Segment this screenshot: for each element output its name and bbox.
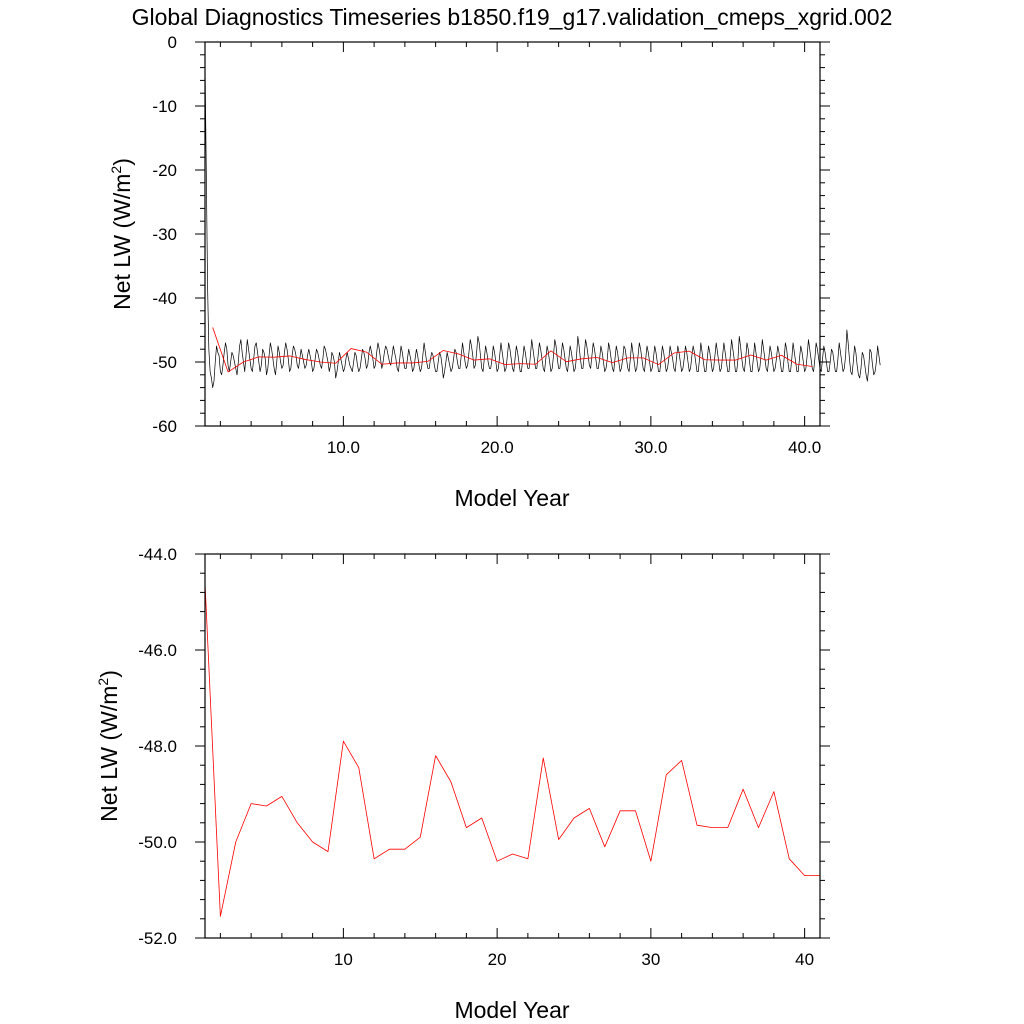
monthly-series-1-line bbox=[212, 327, 813, 373]
annual-y-tick-label: -50.0 bbox=[138, 833, 177, 852]
monthly-x-tick-label: 10.0 bbox=[327, 438, 360, 457]
monthly-axis-ticks: 10.0 20.0 30.0 40.0 0 -10 -20 -30 -40 -50 -60 bbox=[152, 33, 830, 457]
monthly-y-axis-label-main: Net LW (W/m bbox=[109, 174, 135, 310]
monthly-series-0-line bbox=[204, 61, 881, 388]
annual-timeseries-panel: 10 20 30 40 -44.0 -46.0 -48.0 -50.0 -52.0 Model … bbox=[95, 545, 830, 1023]
annual-x-tick-label: 10 bbox=[334, 950, 353, 969]
annual-axis-ticks: 10 20 30 40 -44.0 -46.0 -48.0 -50.0 -52.0 bbox=[138, 545, 830, 969]
annual-x-tick-label: 30 bbox=[641, 950, 660, 969]
annual-plot-frame bbox=[204, 553, 821, 939]
monthly-y-axis-label-sup: 2 bbox=[108, 166, 124, 174]
chart-title: Global Diagnostics Timeseries b1850.f19_… bbox=[132, 4, 893, 30]
monthly-y-axis-label: Net LW (W/m2) bbox=[108, 158, 135, 310]
monthly-timeseries-panel: 10.0 20.0 30.0 40.0 0 -10 -20 -30 -40 -50 -60 Mode… bbox=[108, 33, 881, 511]
monthly-x-tick-label: 30.0 bbox=[634, 438, 667, 457]
monthly-y-tick-label: -40 bbox=[152, 289, 177, 308]
annual-plot-area bbox=[204, 582, 820, 917]
annual-y-tick-label: -44.0 bbox=[138, 545, 177, 564]
annual-y-axis-label-close: ) bbox=[96, 670, 122, 678]
annual-y-tick-label: -46.0 bbox=[138, 641, 177, 660]
monthly-x-tick-label: 40.0 bbox=[788, 438, 821, 457]
monthly-plot-area bbox=[204, 61, 881, 388]
annual-y-axis-label-sup: 2 bbox=[95, 678, 111, 686]
annual-y-axis-label-main: Net LW (W/m bbox=[96, 686, 122, 822]
monthly-y-tick-label: -30 bbox=[152, 225, 177, 244]
monthly-y-tick-label: -10 bbox=[152, 97, 177, 116]
monthly-x-axis-label: Model Year bbox=[454, 485, 569, 511]
annual-x-axis-label: Model Year bbox=[454, 997, 569, 1023]
annual-x-tick-label: 20 bbox=[488, 950, 507, 969]
monthly-x-tick-label: 20.0 bbox=[481, 438, 514, 457]
annual-y-axis-label: Net LW (W/m2) bbox=[95, 670, 122, 822]
monthly-y-tick-label: -50 bbox=[152, 353, 177, 372]
monthly-y-tick-label: -20 bbox=[152, 161, 177, 180]
monthly-y-tick-label: -60 bbox=[152, 417, 177, 436]
annual-y-tick-label: -48.0 bbox=[138, 737, 177, 756]
annual-y-tick-label: -52.0 bbox=[138, 929, 177, 948]
monthly-y-axis-label-close: ) bbox=[109, 158, 135, 166]
monthly-y-tick-label: 0 bbox=[168, 33, 177, 52]
annual-series-0-line bbox=[204, 582, 820, 917]
annual-x-tick-label: 40 bbox=[795, 950, 814, 969]
